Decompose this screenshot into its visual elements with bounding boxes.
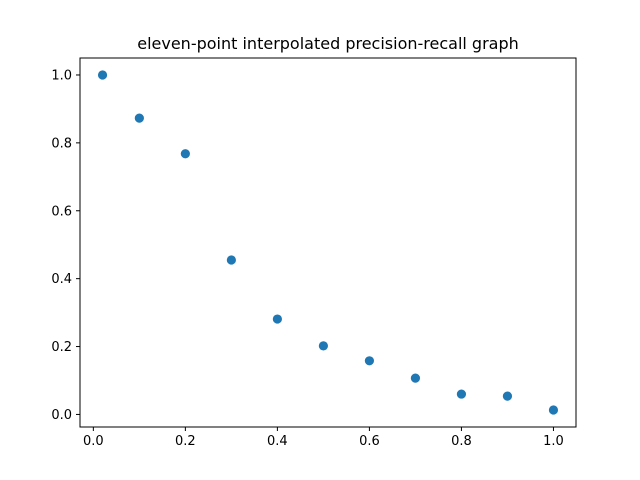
data-point-4 (272, 314, 282, 324)
x-tick-label-3: 0.6 (359, 434, 380, 449)
data-point-7 (410, 373, 421, 383)
data-point-0 (97, 70, 108, 80)
x-tick-label-0: 0.0 (83, 434, 104, 449)
data-point-10 (548, 405, 559, 415)
data-point-1 (134, 113, 144, 123)
y-tick-label-3: 0.6 (51, 204, 72, 219)
data-point-2 (180, 149, 190, 159)
x-tick-label-5: 1.0 (543, 434, 564, 449)
plot-area (80, 58, 576, 427)
y-tick-label-2: 0.4 (51, 272, 72, 287)
x-axis-ticks: 0.0 0.2 0.4 0.6 0.8 1.0 (83, 427, 564, 449)
y-axis-ticks: 0.0 0.2 0.4 0.6 0.8 1.0 (51, 68, 80, 423)
x-tick-label-4: 0.8 (451, 434, 472, 449)
data-points (97, 70, 559, 415)
data-point-6 (364, 356, 375, 366)
y-tick-label-5: 1.0 (51, 68, 72, 83)
y-tick-label-1: 0.2 (51, 340, 72, 355)
x-tick-label-1: 0.2 (175, 434, 196, 449)
x-tick-label-2: 0.4 (267, 434, 288, 449)
data-point-9 (502, 391, 513, 401)
plot-frame (79, 57, 577, 428)
chart-title: eleven-point interpolated precision-reca… (137, 34, 519, 53)
y-tick-label-4: 0.8 (51, 136, 72, 151)
data-point-8 (456, 389, 467, 399)
data-point-5 (318, 341, 328, 351)
y-tick-label-0: 0.0 (51, 408, 72, 423)
data-point-3 (226, 255, 236, 265)
